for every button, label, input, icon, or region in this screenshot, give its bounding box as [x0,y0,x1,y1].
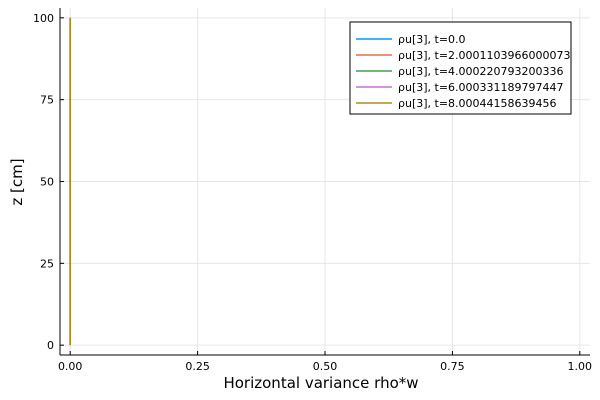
y-tick-label: 100 [33,12,54,25]
x-ticks: 0.00 0.25 0.50 0.75 1.00 [58,351,592,373]
y-axis-label: z [cm] [8,158,26,205]
legend-label-2: ρu[3], t=2.0001103966000073 [398,49,571,62]
y-tick-label: 25 [40,257,54,270]
legend-label-4: ρu[3], t=6.000331189797447 [398,81,564,94]
legend-label-3: ρu[3], t=4.000220793200336 [398,65,564,78]
legend-box [349,21,572,115]
legend-label-1: ρu[3], t=0.0 [398,33,466,46]
x-tick-label: 0.00 [58,360,83,373]
grid [60,8,590,355]
y-tick-label: 50 [40,176,54,189]
x-tick-label: 0.75 [440,360,465,373]
y-ticks: 0 25 50 75 100 [33,12,64,352]
y-tick-label: 0 [47,339,54,352]
legend: ρu[3], t=0.0 ρu[3], t=2.0001103966000073 ρ… [349,21,572,115]
x-tick-label: 1.00 [568,360,593,373]
x-axis-label: Horizontal variance rho*w [223,374,418,392]
x-tick-label: 0.50 [313,360,338,373]
y-tick-label: 75 [40,94,54,107]
x-tick-label: 0.25 [185,360,210,373]
legend-label-5: ρu[3], t=8.00044158639456 [398,97,557,110]
